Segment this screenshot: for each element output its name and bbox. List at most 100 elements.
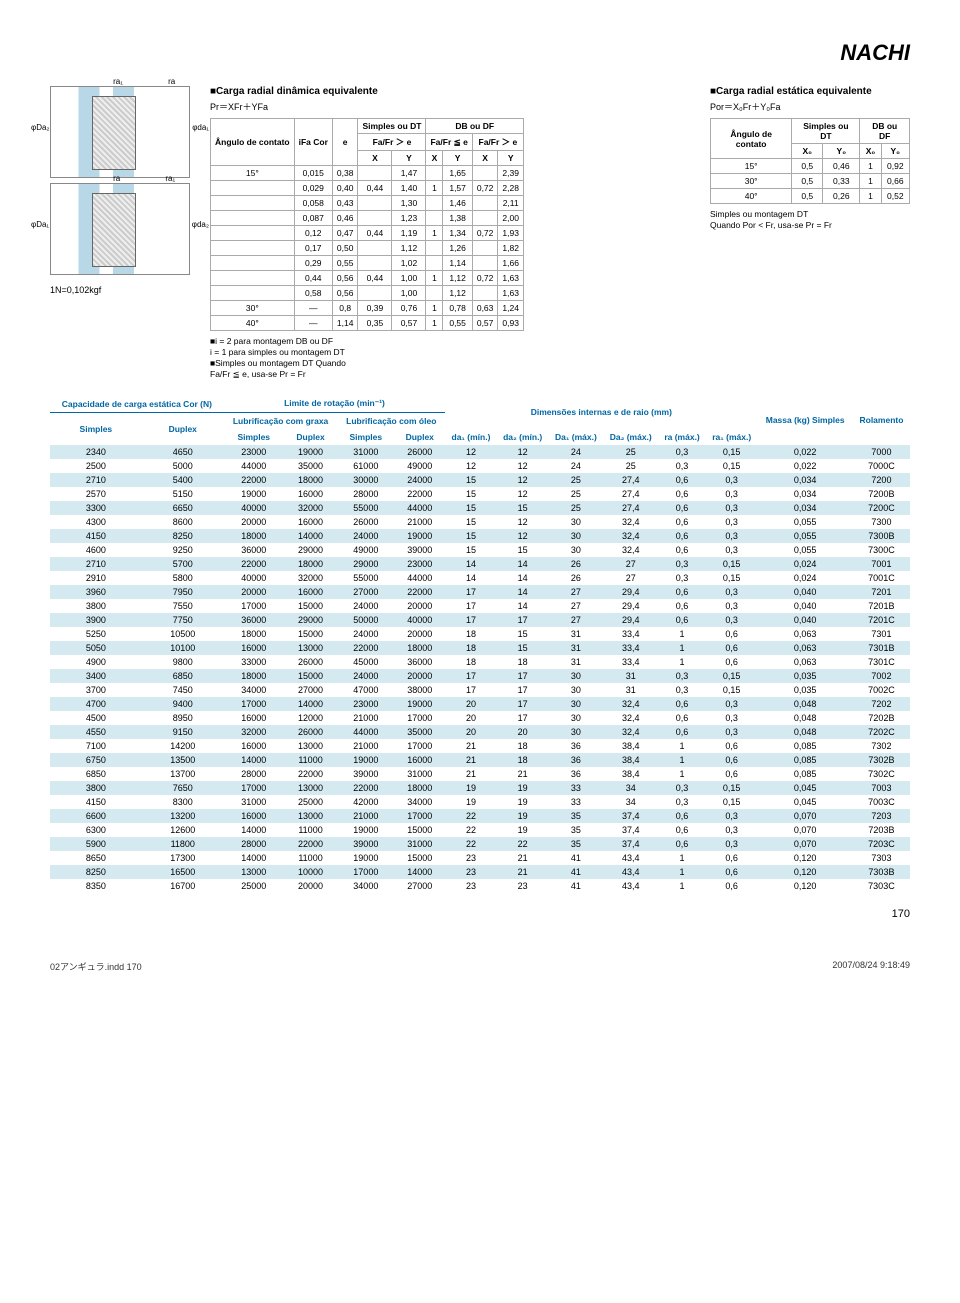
table-cell: 33,4 (603, 627, 658, 641)
table-cell (472, 196, 498, 211)
col-header: Rolamento (853, 395, 910, 445)
col-header: ra (máx.) (658, 429, 706, 445)
table-cell: 19 (445, 795, 497, 809)
table-cell: 17000 (224, 697, 284, 711)
table-cell (472, 166, 498, 181)
table-cell: 0,40 (332, 181, 358, 196)
table-cell: 7300 (853, 515, 910, 529)
table-cell: 30° (211, 301, 295, 316)
col-header: Massa (kg) Simples (757, 395, 852, 445)
table-cell: 0,3 (706, 837, 758, 851)
table-cell: 1,38 (443, 211, 472, 226)
table-cell: 19 (497, 781, 549, 795)
table-cell: 13200 (142, 809, 224, 823)
table-cell: 22000 (284, 837, 338, 851)
table-cell: 0,26 (823, 189, 860, 204)
table-cell: 10500 (142, 627, 224, 641)
table-cell: 4650 (142, 445, 224, 459)
table-cell: 7200 (853, 473, 910, 487)
table-cell: 9400 (142, 697, 224, 711)
brand-logo: NACHI (50, 40, 910, 66)
table-cell: 41 (549, 851, 604, 865)
table-cell: 0,15 (706, 781, 758, 795)
table-cell: 15 (497, 501, 549, 515)
table-cell: 20 (445, 697, 497, 711)
table-cell: 3700 (50, 683, 142, 697)
table-cell: 21000 (394, 515, 445, 529)
table-cell: 0,3 (706, 725, 758, 739)
table-cell: 0,040 (757, 599, 852, 613)
table-cell: 1,02 (392, 256, 426, 271)
table-cell: 34000 (224, 683, 284, 697)
table-cell: 23000 (394, 557, 445, 571)
table-cell: 0,8 (332, 301, 358, 316)
table-cell: 17 (445, 613, 497, 627)
table-cell: 0,6 (706, 879, 758, 893)
table-cell: 0,39 (358, 301, 392, 316)
table-cell: 25 (603, 459, 658, 473)
table-cell: 23 (445, 879, 497, 893)
static-load-table: Ângulo de contato Simples ou DT DB ou DF… (710, 118, 910, 204)
table-cell: 19000 (394, 697, 445, 711)
table-cell: 27000 (284, 683, 338, 697)
table-cell: 7550 (142, 599, 224, 613)
table-cell: 1 (658, 879, 706, 893)
table-cell (211, 211, 295, 226)
table-cell: 21 (497, 767, 549, 781)
table-cell: 1,93 (498, 226, 524, 241)
table-cell: 0,6 (658, 725, 706, 739)
table-cell: 0,5 (792, 174, 823, 189)
table-cell: 23 (497, 879, 549, 893)
table-cell: 0,120 (757, 879, 852, 893)
table-cell: 0,3 (706, 543, 758, 557)
table-cell (211, 286, 295, 301)
table-cell: 0,3 (706, 711, 758, 725)
table-cell: 0,045 (757, 795, 852, 809)
col-header: Simples ou DT (358, 119, 426, 134)
col-header: Duplex (284, 429, 338, 445)
table-cell: 24000 (337, 599, 394, 613)
table-cell: 0,29 (294, 256, 332, 271)
table-cell: 36 (549, 767, 604, 781)
table-cell: 7001 (853, 557, 910, 571)
col-header: Duplex (142, 413, 224, 446)
table-cell: 7302B (853, 753, 910, 767)
table-cell: 3400 (50, 669, 142, 683)
table-cell: 24000 (337, 669, 394, 683)
table-cell: 7650 (142, 781, 224, 795)
table-cell: 19000 (337, 823, 394, 837)
table-cell: 7302C (853, 767, 910, 781)
table-cell (472, 211, 498, 226)
table-cell: 4550 (50, 725, 142, 739)
table-cell: 16000 (224, 739, 284, 753)
formula: Por＝X₀Fr＋Y₀Fa (710, 100, 910, 113)
table-cell: 28000 (337, 487, 394, 501)
table-cell: 0,6 (658, 501, 706, 515)
table-cell: 17000 (394, 739, 445, 753)
table-cell: 41 (549, 865, 604, 879)
table-row: 5250105001800015000240002000018153133,41… (50, 627, 910, 641)
table-cell: 2500 (50, 459, 142, 473)
table-cell: 5150 (142, 487, 224, 501)
table-cell: 0,085 (757, 739, 852, 753)
table-cell: 12600 (142, 823, 224, 837)
col-header: Y₀ (823, 144, 860, 159)
table-cell: 0,3 (706, 529, 758, 543)
col-header: iFa Cor (294, 119, 332, 166)
table-cell: 7202B (853, 711, 910, 725)
table-cell: 22 (445, 837, 497, 851)
table-cell: 45000 (337, 655, 394, 669)
table-row: 450089501600012000210001700020173032,40,… (50, 711, 910, 725)
table-cell: 31 (549, 627, 604, 641)
table-cell: 34000 (337, 879, 394, 893)
table-row: 3400685018000150002400020000171730310,30… (50, 669, 910, 683)
col-header: Da₂ (máx.) (603, 429, 658, 445)
table-cell: 6300 (50, 823, 142, 837)
table-cell: 0,6 (658, 711, 706, 725)
table-cell: 7100 (50, 739, 142, 753)
table-cell: 27000 (337, 585, 394, 599)
table-cell: 14 (445, 557, 497, 571)
table-row: 430086002000016000260002100015123032,40,… (50, 515, 910, 529)
table-cell: 17000 (394, 809, 445, 823)
table-cell: 15000 (284, 627, 338, 641)
